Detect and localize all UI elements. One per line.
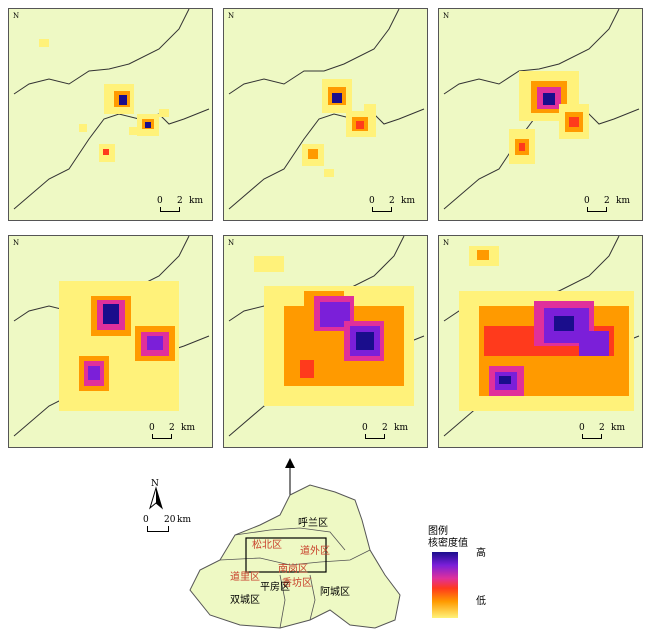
kde-map-6	[443, 236, 640, 437]
north-arrow-icon: N	[13, 239, 20, 247]
kde-hotspots-3	[509, 71, 589, 164]
legend-subtitle: 核密度值	[428, 538, 468, 549]
svg-text:N: N	[151, 479, 159, 489]
scale-bar: 0 2 km	[157, 196, 212, 212]
scale-bar: 0 2 km	[362, 423, 427, 439]
scale-bar: 0 2 km	[584, 196, 642, 212]
north-arrow-icon: N	[228, 239, 235, 247]
north-arrow-icon: N	[13, 12, 20, 20]
location-map: 呼兰区 松北区 道外区 道里区 南岗区 香坊区 平房区 双城区 阿城区	[189, 484, 401, 629]
kde-hotspots-5	[254, 256, 414, 406]
kde-map-3	[443, 9, 640, 210]
svg-text:平房区: 平房区	[260, 580, 290, 593]
scale-bar: 0 2 km	[149, 423, 212, 439]
north-arrow-icon: N	[228, 12, 235, 20]
kde-map-4	[13, 236, 210, 437]
svg-text:双城区: 双城区	[230, 594, 260, 606]
kde-hotspots-2	[302, 79, 376, 177]
kde-map-1	[13, 9, 210, 210]
scale-bar: 0 20 km	[143, 515, 203, 539]
svg-text:呼兰区: 呼兰区	[298, 516, 328, 529]
kde-panel-2: N 0 2 km	[223, 8, 428, 221]
north-arrow-icon: N	[149, 479, 163, 510]
kde-panel-3: N 0 2 km	[438, 8, 643, 221]
legend: 图例 核密度值 高 低	[428, 522, 508, 618]
legend-low-label: 低	[476, 596, 486, 607]
kde-panel-1: N 0 2 km	[8, 8, 213, 221]
svg-text:南岗区: 南岗区	[278, 562, 308, 575]
north-arrow-icon: N	[443, 12, 450, 20]
legend-color-ramp	[432, 552, 458, 618]
kde-panel-6: N 0 2 km	[438, 235, 643, 448]
kde-hotspots-6	[459, 246, 634, 411]
north-arrow-icon: N	[443, 239, 450, 247]
kde-map-5	[228, 236, 425, 437]
svg-text:松北区: 松北区	[252, 538, 282, 551]
kde-panel-4: N 0 2 km	[8, 235, 213, 448]
kde-map-2	[228, 9, 425, 210]
scale-bar: 0 2 km	[579, 423, 642, 439]
svg-text:道外区: 道外区	[300, 544, 330, 557]
kde-hotspots-4	[59, 281, 179, 411]
svg-text:阿城区: 阿城区	[320, 586, 350, 598]
svg-text:香坊区: 香坊区	[282, 576, 312, 589]
legend-high-label: 高	[476, 548, 486, 559]
kde-panel-5: N 0 2 km	[223, 235, 428, 448]
kde-hotspots-1	[39, 39, 169, 162]
scale-bar: 0 2 km	[369, 196, 427, 212]
legend-title: 图例	[428, 526, 448, 537]
svg-text:道里区: 道里区	[230, 570, 260, 583]
